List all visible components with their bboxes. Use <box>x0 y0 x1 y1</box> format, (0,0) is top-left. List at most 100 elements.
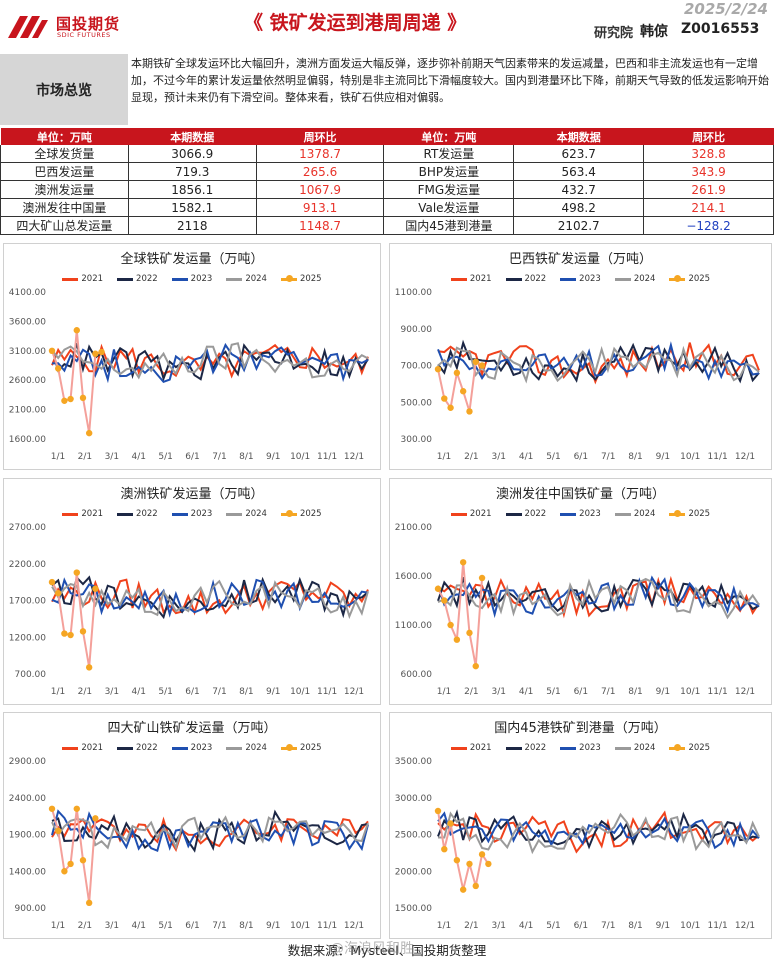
series-2025-point <box>485 860 492 868</box>
legend-swatch <box>560 277 577 281</box>
legend-item: 2021 <box>450 743 492 753</box>
table-cell: 498.2 <box>513 198 645 217</box>
y-tick-label: 2600.00 <box>9 376 46 386</box>
legend-label: 2021 <box>81 743 104 753</box>
x-tick-label: 11/1 <box>317 452 337 462</box>
legend-item: 2022 <box>117 509 158 519</box>
market-summary: 市场总览 本期铁矿全球发运环比大幅回升，澳洲方面发运大幅反弹，逐步弥补前期天气因… <box>0 54 774 125</box>
table-header: 周环比 <box>256 128 384 145</box>
legend-label: 2021 <box>469 509 492 519</box>
report-title: 《 铁矿发运到港周周递 》 <box>244 12 467 34</box>
x-tick-label: 5/1 <box>546 687 560 697</box>
legend-label: 2023 <box>190 274 213 284</box>
legend-item: 2023 <box>171 274 213 284</box>
legend-item: 2025 <box>669 274 710 284</box>
y-tick-label: 2000.00 <box>395 867 432 877</box>
y-tick-label: 1700.00 <box>9 597 46 607</box>
x-tick-label: 5/1 <box>546 921 560 931</box>
table-cell: FMG发运量 <box>383 180 515 199</box>
table-row: 四大矿山总发运量 2118 1148.7 国内45港到港量 2102.7 −128.2 <box>0 216 774 235</box>
chart-panel: 国内45港铁矿到港量（万吨） 2021 2022 2023 2024 2025 3500.0… <box>389 712 772 939</box>
legend-label: 2022 <box>524 509 547 519</box>
y-tick-label: 2100.00 <box>9 406 46 416</box>
series-2025-point <box>85 429 93 437</box>
series-2025-point <box>466 408 473 415</box>
series-2024-line <box>437 811 760 855</box>
legend-label: 2022 <box>136 743 158 753</box>
chart-legend: 2021 2022 2023 2024 2025 <box>390 274 771 284</box>
y-tick-label: 3000.00 <box>395 794 432 804</box>
x-tick-label: 8/1 <box>239 687 253 697</box>
series-2021-line <box>437 575 760 619</box>
legend-item: 2024 <box>226 743 267 753</box>
legend-label: 2022 <box>524 274 547 284</box>
legend-label: 2024 <box>245 509 267 519</box>
series-2025-point <box>459 388 467 395</box>
series-2025-point <box>453 369 461 377</box>
x-tick-label: 2/1 <box>78 687 92 697</box>
x-tick-label: 8/1 <box>239 452 253 462</box>
legend-swatch <box>505 746 522 750</box>
chart-panel: 四大矿山铁矿发运量（万吨） 2021 2022 2023 2024 2025 2900.00… <box>3 712 381 939</box>
y-tick-label: 1600.00 <box>395 572 432 582</box>
table-header: 单位：万吨 <box>0 128 129 145</box>
x-tick-label: 3/1 <box>491 687 505 697</box>
series-2025-point <box>67 631 74 639</box>
series-2025-point <box>54 365 62 372</box>
legend-swatch <box>117 512 134 516</box>
legend-label: 2022 <box>136 509 158 519</box>
series-2025-point <box>98 348 105 356</box>
legend-label: 2021 <box>469 743 492 753</box>
y-tick-label: 2200.00 <box>9 560 46 570</box>
table-cell: BHP发运量 <box>383 162 515 181</box>
table-cell: 1582.1 <box>128 198 257 217</box>
series-2025-point <box>85 664 93 671</box>
table-cell: 623.7 <box>513 145 645 163</box>
legend-swatch <box>669 275 686 282</box>
series-2025-line <box>51 808 97 903</box>
x-tick-label: 7/1 <box>212 452 226 462</box>
table-cell: 214.1 <box>643 198 774 217</box>
y-tick-label: 1200.00 <box>9 633 46 643</box>
series-2025-point <box>79 857 87 864</box>
table-cell: 1148.7 <box>256 216 385 235</box>
legend-swatch <box>450 277 467 281</box>
chart-title: 四大矿山铁矿发运量（万吨） <box>107 721 277 736</box>
legend-swatch <box>117 746 134 750</box>
series-2025-point <box>54 589 62 597</box>
legend-label: 2024 <box>245 274 267 284</box>
table-header: 周环比 <box>643 128 774 145</box>
legend-item: 2023 <box>171 509 212 519</box>
series-2025-point <box>73 805 80 812</box>
x-tick-label: 5/1 <box>158 452 172 462</box>
x-tick-label: 6/1 <box>574 687 588 697</box>
series-2025-point <box>466 860 473 868</box>
x-tick-label: 2/1 <box>464 452 478 462</box>
series-2025-point <box>441 597 448 604</box>
table-row: 全球发货量 3066.9 1378.7 RT发运量 623.7 328.8 <box>0 145 774 163</box>
y-tick-label: 1400.00 <box>9 867 46 877</box>
legend-swatch <box>226 746 243 750</box>
x-tick-label: 7/1 <box>601 921 615 931</box>
legend-item: 2024 <box>614 509 655 519</box>
legend-item: 2024 <box>226 274 267 284</box>
legend-item: 2025 <box>669 509 710 519</box>
chart-legend: 2021 2022 2023 2024 2025 <box>4 509 380 519</box>
x-tick-label: 5/1 <box>158 921 172 931</box>
legend-swatch <box>669 510 686 517</box>
series-2025-point <box>447 404 454 411</box>
series-2025-point <box>61 630 68 637</box>
table-row: 澳洲发往中国量 1582.1 913.1 Vale发运量 498.2 214.1 <box>0 198 774 217</box>
x-tick-label: 3/1 <box>105 687 119 697</box>
legend-swatch <box>614 512 631 516</box>
chart-title: 国内45港铁矿到港量（万吨） <box>494 721 667 736</box>
series-2025-point <box>447 820 454 827</box>
x-tick-label: 12/1 <box>344 452 364 462</box>
series-2023-line <box>51 342 369 384</box>
x-tick-label: 11/1 <box>708 687 728 697</box>
y-tick-label: 2900.00 <box>9 757 46 767</box>
chart-panel: 全球铁矿发运量（万吨） 2021 2022 2023 2024 2025 4100.00 36… <box>3 243 381 470</box>
y-tick-label: 300.00 <box>401 435 433 445</box>
x-tick-label: 8/1 <box>628 921 642 931</box>
y-tick-label: 700.00 <box>401 362 433 372</box>
